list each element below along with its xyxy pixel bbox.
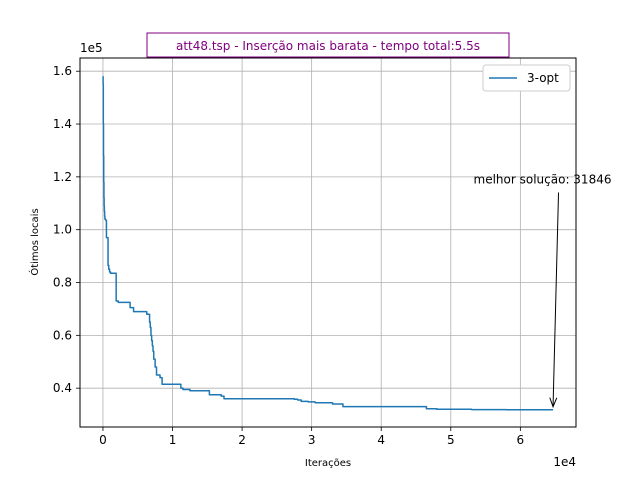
y-tick-label: 0.4 — [53, 381, 72, 395]
y-tick-label: 1.4 — [53, 117, 72, 131]
y-tick-label: 1.0 — [53, 223, 72, 237]
y-axis-label: Ótimos locais — [28, 208, 41, 275]
x-tick-label: 0 — [99, 433, 107, 447]
legend: 3-opt — [482, 64, 571, 92]
annotation-arrow-head — [549, 397, 558, 409]
chart-title: att48.tsp - Inserção mais barata - tempo… — [176, 39, 480, 53]
title-frame — [146, 32, 510, 58]
series-layer — [102, 75, 554, 411]
x-tick-label: 5 — [447, 433, 455, 447]
y-tick-label: 1.6 — [53, 64, 72, 78]
annotation: melhor solução: 31846 — [474, 173, 612, 409]
y-tick-label: 0.8 — [53, 276, 72, 290]
x-tick-label: 6 — [517, 433, 525, 447]
x-tick-label: 1 — [169, 433, 177, 447]
title-box: att48.tsp - Inserção mais barata - tempo… — [146, 32, 510, 58]
x-axis-label: Iterações — [305, 458, 351, 469]
ticks: 0 1 2 3 4 5 6 0.4 0.6 0.8 1.0 1.2 1.4 1.6 — [53, 64, 524, 447]
series-line-3-opt — [102, 75, 554, 411]
y-offset-label: 1e5 — [80, 41, 103, 55]
plot-area — [80, 58, 576, 427]
x-tick-label: 3 — [308, 433, 316, 447]
annotation-text: melhor solução: 31846 — [474, 173, 612, 187]
annotation-arrow-line — [552, 192, 560, 407]
x-offset-label: 1e4 — [553, 455, 576, 469]
plot-frame — [79, 57, 577, 428]
legend-label: 3-opt — [527, 71, 559, 85]
x-tick-label: 2 — [238, 433, 246, 447]
y-tick-label: 0.6 — [53, 328, 72, 342]
y-tick-label: 1.2 — [53, 170, 72, 184]
legend-frame — [482, 64, 571, 92]
x-tick-label: 4 — [377, 433, 385, 447]
